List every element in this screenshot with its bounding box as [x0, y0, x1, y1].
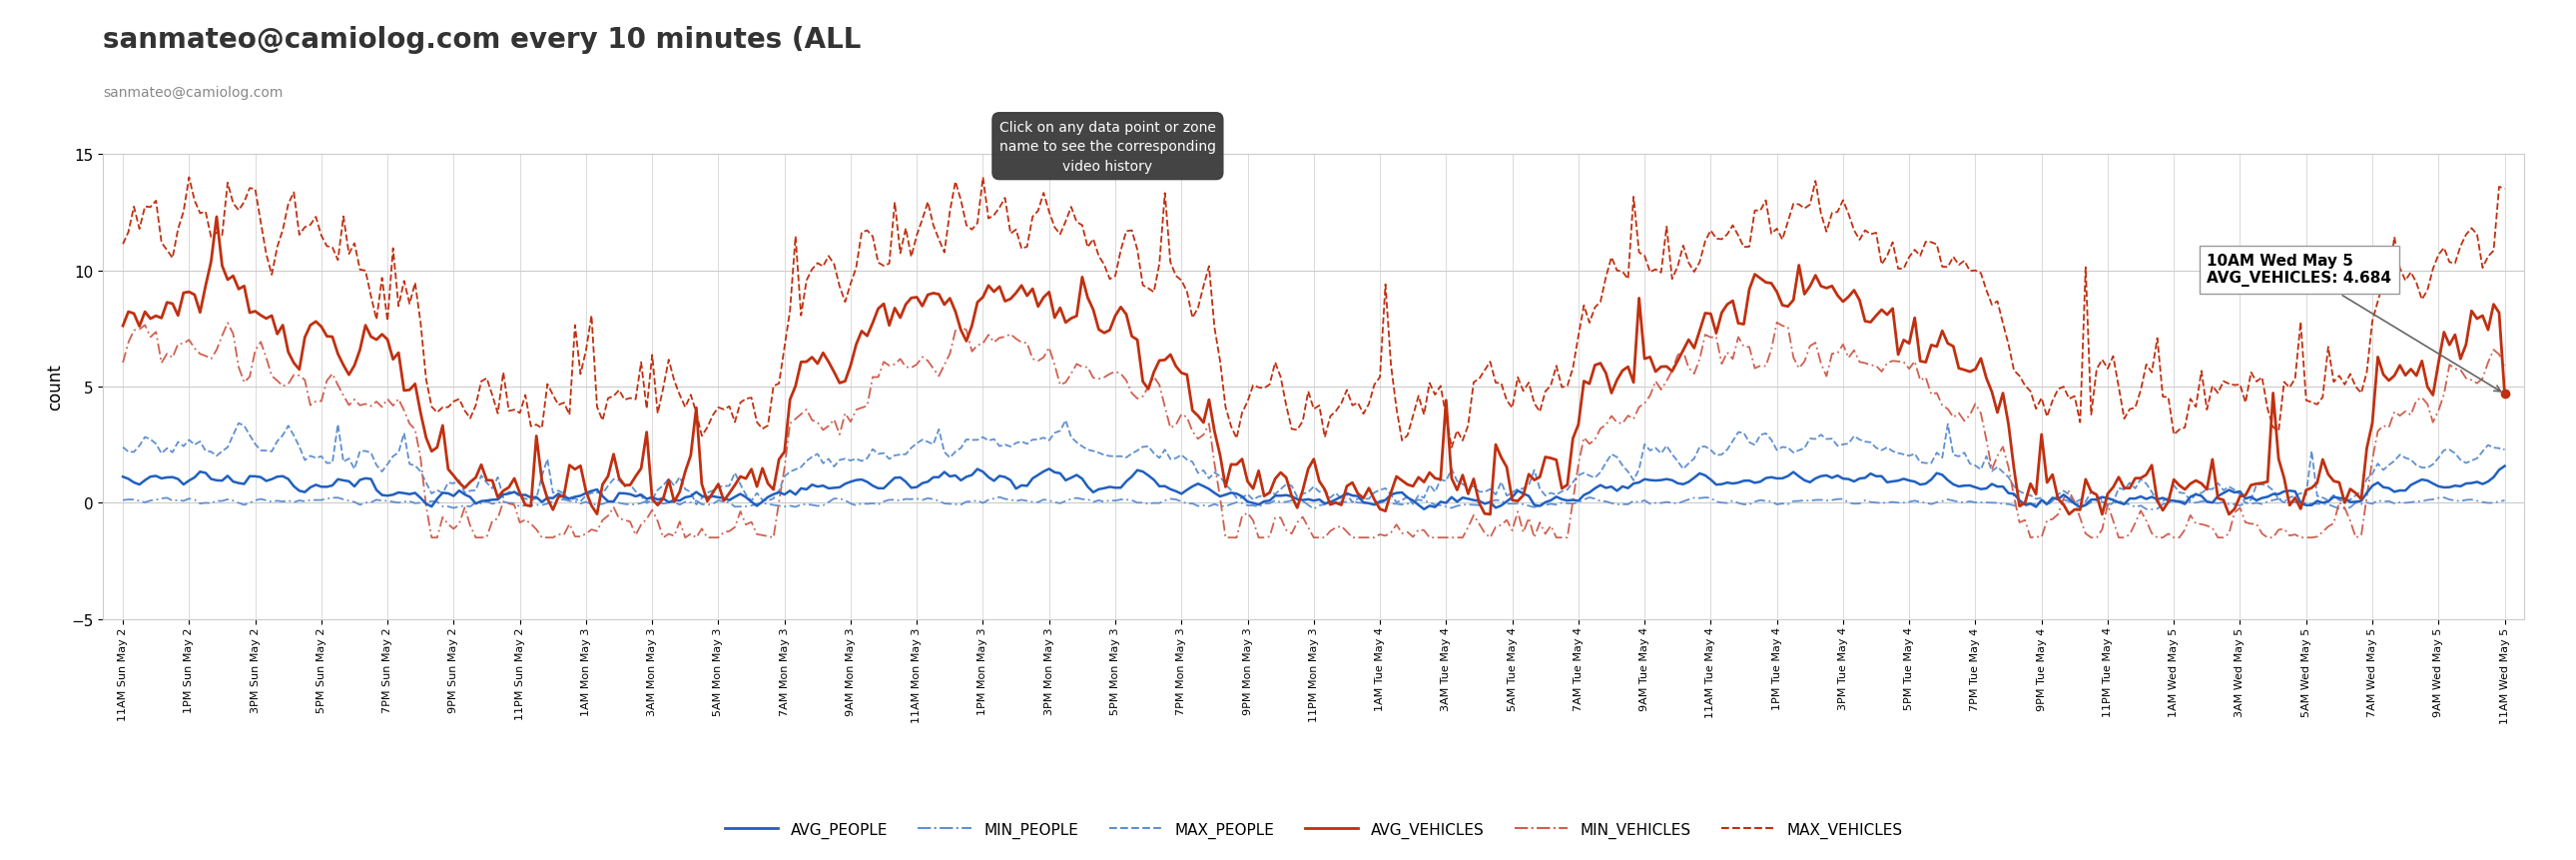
MIN_VEHICLES [1497, 525, 1528, 536]
AVG_VEHICLES [2488, 390, 2519, 400]
MAX_VEHICLES [229, 198, 260, 208]
Line: MIN_PEOPLE: MIN_PEOPLE [124, 497, 2504, 510]
AVG_VEHICLES [327, 360, 358, 371]
AVG_VEHICLES [108, 322, 139, 332]
Text: 10AM Wed May 5
AVG_VEHICLES: 4.684: 10AM Wed May 5 AVG_VEHICLES: 4.684 [2208, 253, 2501, 392]
MIN_VEHICLES [2032, 516, 2063, 526]
MIN_PEOPLE [2488, 495, 2519, 506]
MIN_PEOPLE [224, 498, 255, 508]
MAX_VEHICLES [2488, 184, 2519, 194]
MIN_PEOPLE [2027, 498, 2058, 508]
AVG_PEOPLE [2027, 495, 2058, 506]
Line: MAX_PEOPLE: MAX_PEOPLE [124, 421, 2504, 507]
AVG_VEHICLES [1473, 509, 1504, 519]
MIN_VEHICLES [224, 363, 255, 373]
MAX_PEOPLE [224, 419, 255, 429]
AVG_VEHICLES [201, 212, 232, 223]
AVG_VEHICLES [2032, 478, 2063, 488]
MAX_PEOPLE [322, 420, 353, 430]
AVG_VEHICLES [229, 281, 260, 292]
AVG_PEOPLE [670, 493, 701, 503]
Legend: AVG_PEOPLE, MIN_PEOPLE, MAX_PEOPLE, AVG_VEHICLES, MIN_VEHICLES, MAX_VEHICLES: AVG_PEOPLE, MIN_PEOPLE, MAX_PEOPLE, AVG_… [719, 815, 1909, 844]
MIN_PEOPLE [2136, 505, 2166, 515]
AVG_PEOPLE [1409, 505, 1440, 515]
AVG_PEOPLE [1520, 501, 1551, 511]
AVG_PEOPLE [2488, 461, 2519, 471]
AVG_PEOPLE [322, 475, 353, 485]
MIN_PEOPLE [322, 493, 353, 503]
MAX_PEOPLE [1497, 488, 1528, 498]
MAX_PEOPLE [1051, 415, 1082, 426]
AVG_VEHICLES [675, 451, 706, 461]
MIN_VEHICLES [417, 532, 448, 544]
AVG_PEOPLE [224, 478, 255, 488]
MIN_PEOPLE [1497, 499, 1528, 509]
Text: sanmateo@camiolog.com: sanmateo@camiolog.com [103, 86, 283, 100]
MAX_PEOPLE [670, 484, 701, 494]
MAX_VEHICLES [1525, 407, 1556, 417]
Line: AVG_PEOPLE: AVG_PEOPLE [124, 466, 2504, 510]
Text: Click on any data point or zone
name to see the corresponding
video history: Click on any data point or zone name to … [999, 120, 1216, 173]
AVG_VEHICLES [1502, 496, 1533, 507]
MAX_VEHICLES [1502, 372, 1533, 383]
MIN_PEOPLE [984, 492, 1015, 502]
MAX_PEOPLE [108, 442, 139, 452]
MIN_VEHICLES [1762, 318, 1793, 329]
MAX_VEHICLES [2032, 412, 2063, 422]
Line: AVG_VEHICLES: AVG_VEHICLES [124, 218, 2504, 514]
AVG_PEOPLE [1497, 493, 1528, 503]
MAX_VEHICLES [1437, 443, 1468, 453]
MIN_VEHICLES [322, 380, 353, 390]
AVG_VEHICLES [1525, 472, 1556, 482]
Text: sanmateo@camiolog.com every 10 minutes (ALL: sanmateo@camiolog.com every 10 minutes (… [103, 26, 860, 53]
MIN_PEOPLE [108, 495, 139, 506]
MAX_VEHICLES [675, 390, 706, 401]
Y-axis label: count: count [46, 364, 64, 410]
MIN_VEHICLES [675, 529, 706, 539]
MIN_VEHICLES [1520, 532, 1551, 544]
AVG_PEOPLE [108, 472, 139, 482]
MAX_PEOPLE [1520, 465, 1551, 476]
MAX_PEOPLE [2092, 502, 2123, 513]
MAX_VEHICLES [108, 240, 139, 250]
Line: MAX_VEHICLES: MAX_VEHICLES [124, 178, 2504, 448]
MIN_PEOPLE [1520, 502, 1551, 513]
MAX_VEHICLES [327, 212, 358, 222]
MAX_VEHICLES [173, 173, 204, 183]
MIN_VEHICLES [2488, 361, 2519, 372]
MAX_PEOPLE [2488, 445, 2519, 455]
MAX_PEOPLE [2027, 493, 2058, 503]
MIN_PEOPLE [670, 497, 701, 507]
MIN_VEHICLES [108, 358, 139, 368]
Line: MIN_VEHICLES: MIN_VEHICLES [124, 323, 2504, 538]
